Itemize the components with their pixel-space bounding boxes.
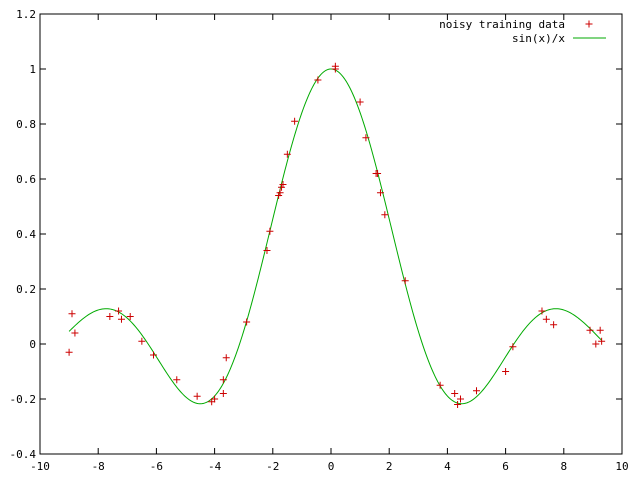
data-point bbox=[596, 326, 604, 334]
data-point bbox=[381, 211, 389, 219]
data-point bbox=[222, 354, 230, 362]
data-point bbox=[473, 387, 480, 395]
x-tick-label: 6 bbox=[502, 460, 509, 473]
data-point bbox=[219, 390, 227, 397]
y-tick-label: 1.2 bbox=[16, 8, 36, 21]
data-point bbox=[356, 98, 364, 106]
data-point bbox=[550, 321, 558, 329]
data-point bbox=[266, 227, 274, 235]
data-point bbox=[291, 117, 299, 125]
legend-plus-marker bbox=[585, 20, 593, 28]
data-point bbox=[115, 307, 123, 315]
legend-label-sinc: sin(x)/x bbox=[512, 32, 565, 45]
data-point bbox=[598, 337, 606, 345]
data-point bbox=[314, 76, 322, 84]
data-point bbox=[106, 313, 114, 320]
data-point bbox=[65, 348, 73, 356]
y-tick-label: 0.6 bbox=[16, 173, 36, 186]
data-point bbox=[374, 170, 382, 177]
sinc-line-series bbox=[68, 68, 602, 405]
data-point bbox=[263, 247, 271, 254]
x-tick-label: 4 bbox=[444, 460, 451, 473]
data-point bbox=[173, 376, 181, 384]
axis-ticks bbox=[39, 13, 623, 455]
data-point bbox=[211, 395, 219, 403]
data-point bbox=[283, 150, 291, 158]
data-point bbox=[193, 392, 201, 400]
x-tick-label: 2 bbox=[386, 460, 393, 473]
y-tick-label: 0 bbox=[29, 338, 36, 351]
data-point bbox=[509, 343, 517, 351]
data-point bbox=[126, 313, 134, 320]
x-tick-label: -10 bbox=[30, 460, 50, 473]
y-tick-label: 0.4 bbox=[16, 228, 36, 241]
data-point bbox=[592, 340, 600, 348]
legend: noisy training data sin(x)/x bbox=[439, 18, 606, 45]
y-tick-label: 0.2 bbox=[16, 283, 36, 296]
legend-marker-training-data bbox=[585, 20, 593, 28]
data-point bbox=[451, 390, 459, 397]
x-tick-label: 10 bbox=[615, 460, 628, 473]
data-point bbox=[362, 134, 370, 142]
x-tick-label: -2 bbox=[266, 460, 279, 473]
x-tick-label: 8 bbox=[560, 460, 567, 473]
x-tick-label: -8 bbox=[92, 460, 105, 473]
data-point bbox=[243, 318, 251, 326]
data-point bbox=[502, 368, 510, 375]
data-point bbox=[456, 395, 464, 403]
data-point bbox=[68, 310, 76, 318]
sinc-line bbox=[68, 68, 602, 405]
x-tick-label: -6 bbox=[150, 460, 163, 473]
x-axis-tick-labels: -10 -8 -6 -4 -2 0 2 4 6 8 10 bbox=[30, 460, 629, 473]
data-point bbox=[454, 401, 462, 408]
data-point bbox=[401, 277, 409, 285]
data-point bbox=[376, 189, 384, 197]
plot-frame bbox=[39, 13, 623, 455]
y-axis-tick-labels: -0.4 -0.2 0 0.2 0.4 0.6 0.8 1 1.2 bbox=[10, 8, 37, 461]
y-tick-label: -0.4 bbox=[10, 448, 37, 461]
legend-label-training-data: noisy training data bbox=[439, 18, 565, 31]
data-point bbox=[138, 337, 146, 345]
data-point bbox=[538, 307, 546, 315]
x-tick-label: -4 bbox=[208, 460, 222, 473]
data-point bbox=[71, 329, 79, 337]
data-point bbox=[279, 181, 287, 188]
y-tick-label: 0.8 bbox=[16, 118, 36, 131]
data-point bbox=[542, 315, 550, 323]
data-point bbox=[331, 62, 339, 70]
data-point bbox=[149, 351, 157, 359]
data-point bbox=[219, 376, 227, 384]
data-point bbox=[117, 315, 125, 323]
data-point bbox=[436, 381, 444, 389]
data-point bbox=[276, 189, 284, 197]
x-tick-label: 0 bbox=[328, 460, 335, 473]
training-data-points bbox=[65, 62, 606, 408]
y-tick-label: -0.2 bbox=[10, 393, 37, 406]
data-point bbox=[586, 326, 594, 334]
y-tick-label: 1 bbox=[29, 63, 36, 76]
